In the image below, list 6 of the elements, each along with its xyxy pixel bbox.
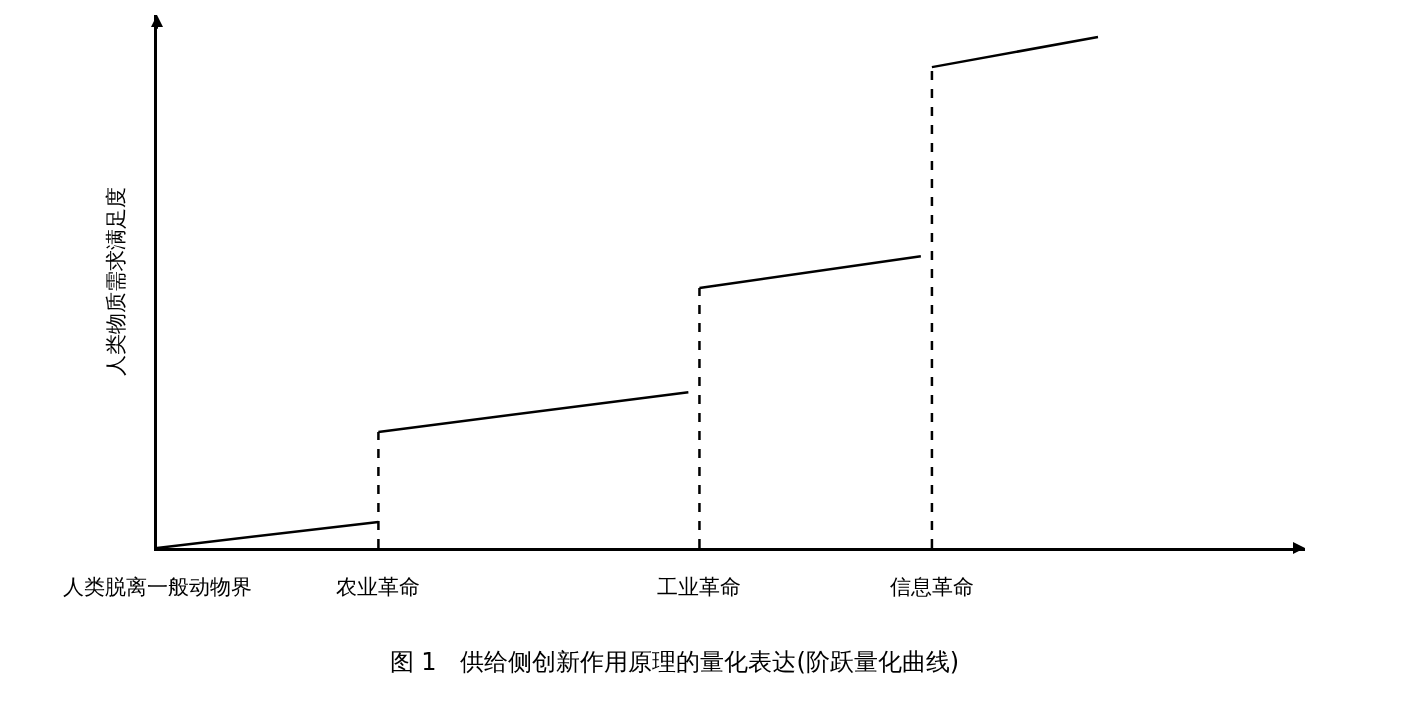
y-axis-title: 人类物质需求满足度 bbox=[104, 187, 129, 376]
text: 图 1 供给侧创新作用原理的量化表达(阶跃量化曲线) bbox=[389, 648, 960, 677]
x-tick-label: 信息革命 bbox=[889, 574, 974, 599]
x-tick-label: 工业革命 bbox=[657, 574, 742, 599]
x-tick-label: 农业革命 bbox=[336, 574, 421, 599]
x-tick-label: 人类脱离一般动物界 bbox=[62, 574, 252, 599]
